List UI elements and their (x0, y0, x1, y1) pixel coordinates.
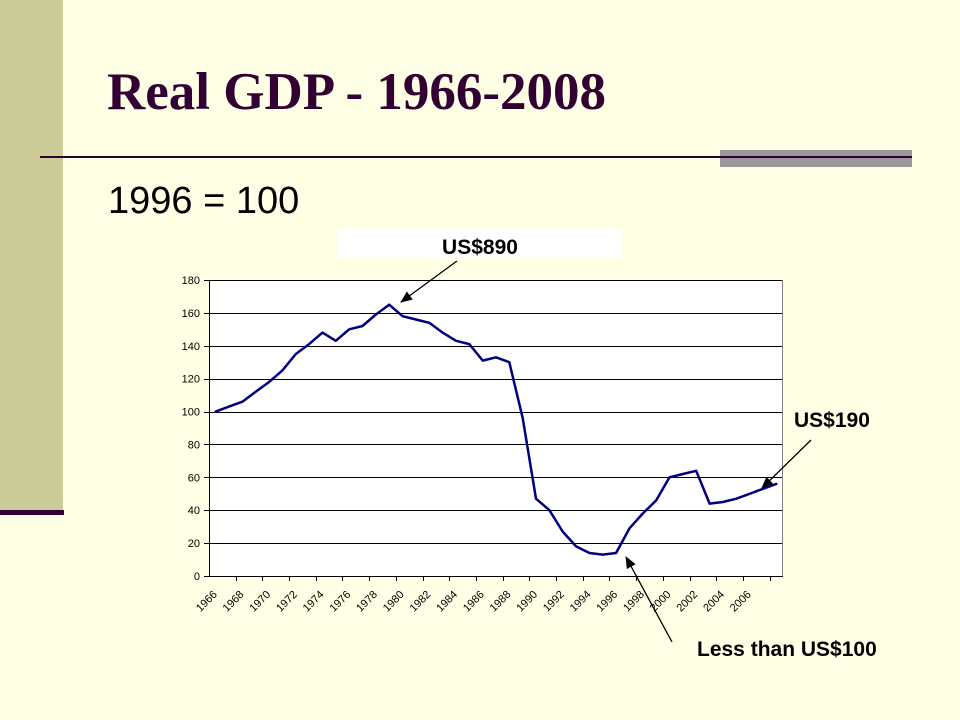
x-tick-label: 1976 (327, 589, 353, 615)
peak-arrow (400, 260, 458, 303)
x-tick-label: 1982 (408, 589, 434, 615)
y-tick-label: 20 (188, 538, 200, 550)
x-tick-label: 1966 (194, 589, 220, 615)
x-tick-label: 1988 (488, 589, 514, 615)
x-tick-label: 2002 (675, 589, 701, 615)
x-tick-label: 2000 (648, 589, 674, 615)
x-tick-label: 1968 (221, 589, 247, 615)
x-tick-label: 1990 (514, 589, 540, 615)
x-tick-label: 2006 (728, 589, 754, 615)
slide-title: Real GDP - 1966-2008 (107, 63, 607, 121)
title-rule-block (720, 150, 912, 167)
trough-annotation-label: Less than US$100 (697, 638, 877, 661)
x-tick-label: 1974 (301, 589, 327, 615)
peak-annotation-box: US$890 (338, 229, 622, 258)
x-tick-label: 1984 (434, 589, 460, 615)
series-line (214, 303, 778, 556)
x-tick-label: 1972 (274, 589, 300, 615)
y-tick-label: 120 (182, 374, 200, 386)
y-tick-label: 60 (188, 472, 200, 484)
x-tick-label: 1992 (541, 589, 567, 615)
x-tick-label: 1996 (594, 589, 620, 615)
y-tick-label: 160 (182, 308, 200, 320)
peak-annotation-label: US$890 (442, 236, 518, 259)
end-annotation-label: US$190 (794, 409, 870, 432)
x-tick-label: 1994 (568, 589, 594, 615)
y-tick-label: 0 (194, 571, 200, 583)
side-band (0, 0, 63, 510)
x-tick-label: 1986 (461, 589, 487, 615)
annotation-arrows (400, 260, 812, 643)
line-chart: 0 20 40 60 80 100 120 140 160 180 1966 1968 1970 1972… (182, 275, 783, 614)
y-tick-label: 140 (182, 341, 200, 353)
side-accent-bar (0, 510, 64, 515)
plot-area (209, 280, 783, 576)
end-arrow (761, 439, 812, 489)
y-tick-label: 180 (182, 275, 200, 287)
y-tick-label: 80 (188, 439, 200, 451)
y-tick-label: 100 (182, 407, 200, 419)
slide-subtitle: 1996 = 100 (108, 180, 300, 222)
y-tick-label: 40 (188, 505, 200, 517)
x-tick-label: 1978 (354, 589, 380, 615)
x-tick-label: 1980 (381, 589, 407, 615)
x-tick-label: 1970 (247, 589, 273, 615)
x-tick-label: 1998 (621, 589, 647, 615)
x-tick-label: 2004 (701, 589, 727, 615)
trough-arrow (625, 556, 673, 643)
title-underline (40, 156, 912, 158)
